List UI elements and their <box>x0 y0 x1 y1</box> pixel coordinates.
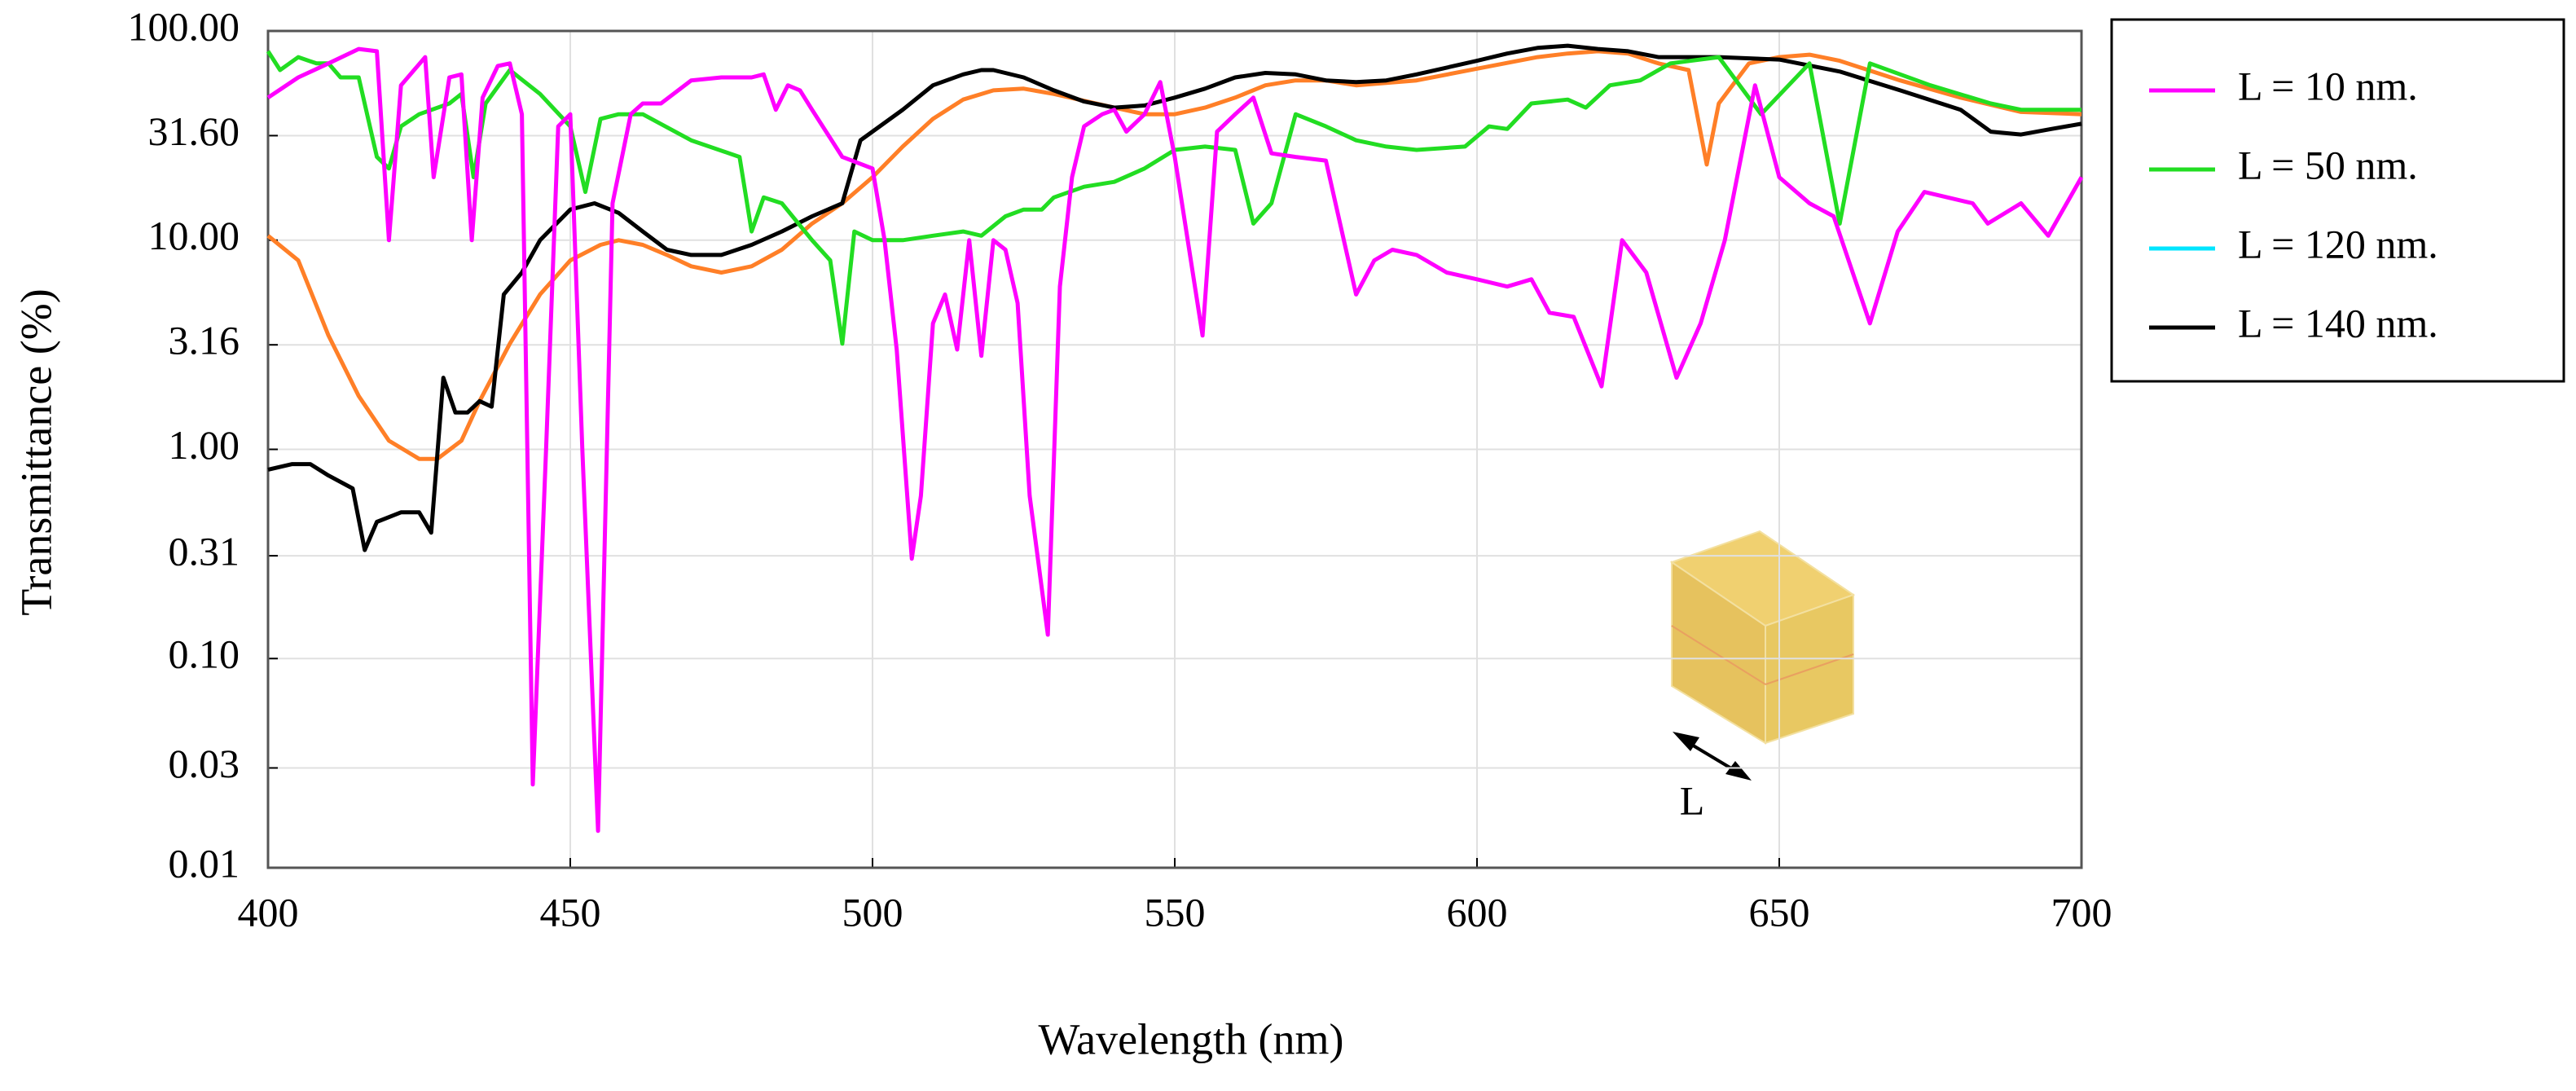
x-tick-label: 500 <box>842 889 903 935</box>
y-tick-label: 10.00 <box>148 213 240 258</box>
y-tick-label: 0.03 <box>169 741 240 786</box>
y-tick-label: 0.10 <box>169 631 240 677</box>
series-line <box>266 50 2081 346</box>
legend-label: L = 50 nm. <box>2238 142 2418 187</box>
x-tick-label: 450 <box>540 889 601 935</box>
y-tick-label: 31.60 <box>148 108 240 154</box>
x-tick-label: 550 <box>1145 889 1206 935</box>
legend-label: L = 120 nm. <box>2238 221 2438 266</box>
y-tick-label: 3.16 <box>169 318 240 363</box>
series-line <box>267 43 2082 552</box>
legend-box <box>2110 18 2565 383</box>
legend-label: L = 140 nm. <box>2238 300 2438 345</box>
series-line <box>266 46 2084 834</box>
x-axis-label: Wavelength (nm) <box>1038 1014 1343 1063</box>
inset-cube <box>1669 530 1856 781</box>
y-tick-label: 0.31 <box>169 529 240 574</box>
y-tick-label: 0.01 <box>169 840 240 886</box>
x-tick-label: 650 <box>1749 889 1810 935</box>
inset-label: L <box>1680 777 1705 823</box>
x-tick-label: 400 <box>238 889 299 935</box>
y-axis-label: Transmittance (%) <box>11 288 60 615</box>
legend-label: L = 10 nm. <box>2238 63 2418 108</box>
x-tick-label: 700 <box>2051 889 2112 935</box>
plot-frame <box>266 29 2083 869</box>
y-tick-label: 100.00 <box>128 3 240 49</box>
x-tick-label: 600 <box>1447 889 1508 935</box>
y-tick-label: 1.00 <box>169 422 240 468</box>
series-line <box>266 49 2082 461</box>
